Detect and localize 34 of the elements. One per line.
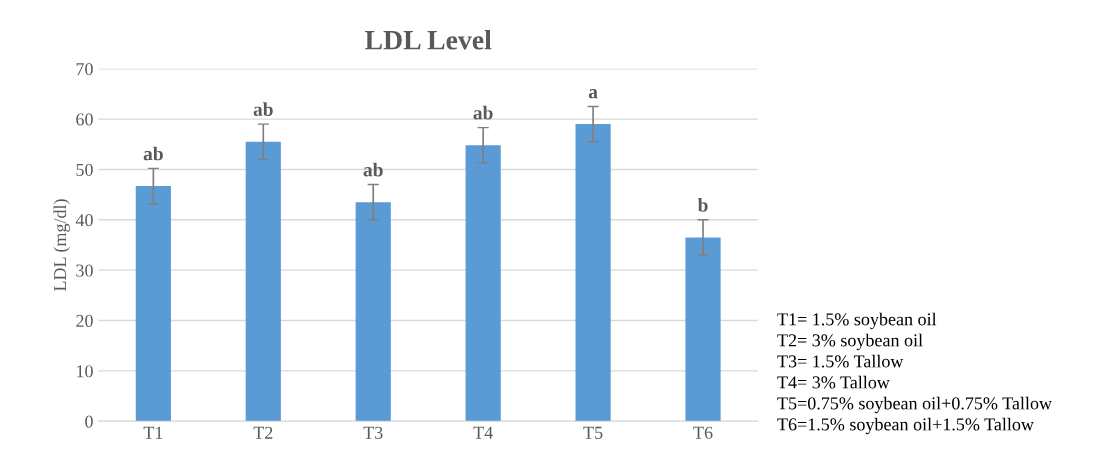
bar (245, 141, 281, 422)
bar (355, 202, 391, 422)
x-tick-label: T4 (473, 426, 493, 439)
x-tick-label: T2 (253, 426, 273, 439)
annotation: ab (363, 162, 383, 177)
x-tick-label: T3 (363, 426, 383, 439)
annotation: ab (473, 105, 493, 120)
chart-title: LDL Level (365, 29, 492, 50)
bar (685, 237, 721, 422)
annotation: b (697, 198, 708, 212)
text: T1= 1.5% soybean oil (777, 312, 937, 330)
y-tick-label: 30 (76, 264, 93, 277)
text: T5=0.75% soybean oil+0.75% Tallow (777, 396, 1052, 414)
text: T6=1.5% soybean oil+1.5% Tallow (777, 417, 1034, 435)
annotation: a (588, 89, 598, 99)
annotation: ab (253, 102, 273, 116)
bar (575, 124, 611, 422)
y-tick-label: 20 (76, 314, 93, 327)
text: T3= 1.5% Tallow (777, 354, 904, 368)
y-tick-label: 40 (75, 214, 93, 227)
y-tick-label: 0 (85, 415, 93, 428)
y-tick-label: 10 (77, 365, 93, 378)
y-tick-label: 70 (76, 62, 93, 76)
x-tick-label: T5 (583, 426, 603, 439)
x-tick-label: T6 (693, 426, 713, 439)
x-tick-label: T1 (143, 426, 163, 439)
y-tick-label: 60 (76, 113, 93, 126)
annotation: ab (143, 146, 163, 161)
y-axis-title: LDL (mg/dl) (53, 199, 70, 292)
bar (465, 145, 501, 422)
text: T4= 3% Tallow (777, 375, 890, 389)
y-tick-label: 50 (76, 163, 93, 176)
bar (135, 186, 171, 422)
text: T2= 3% soybean oil (777, 333, 923, 351)
